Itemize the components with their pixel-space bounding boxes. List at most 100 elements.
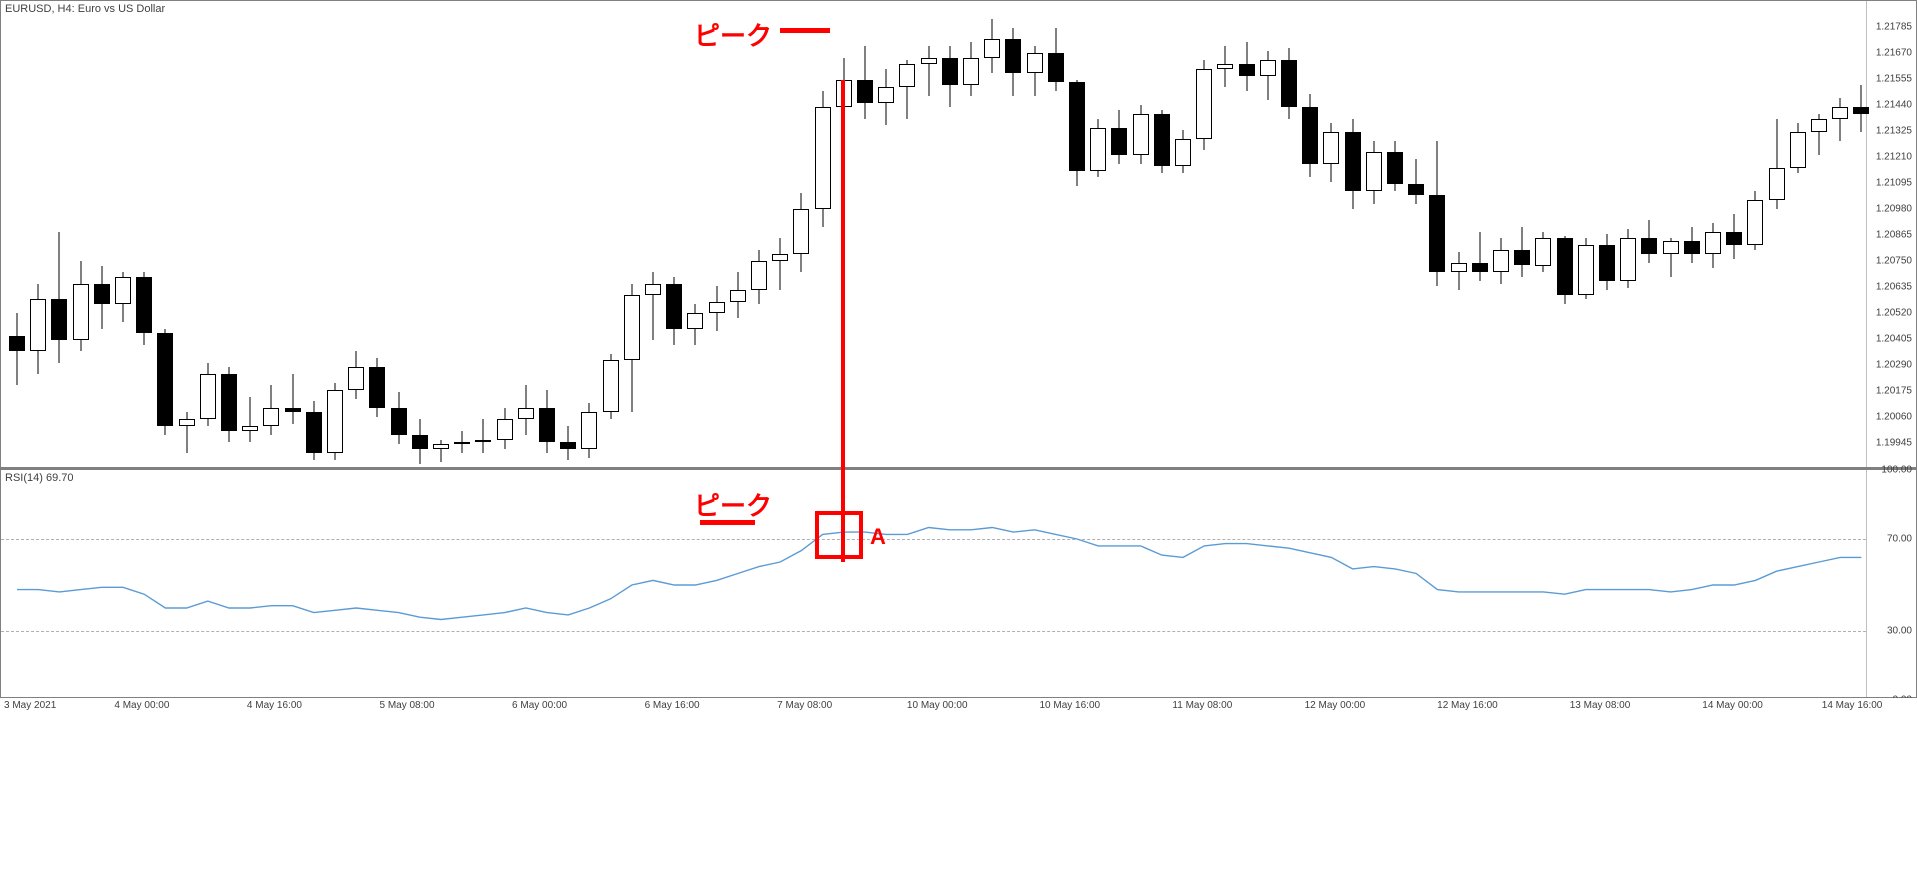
candle [1217, 46, 1233, 87]
annotation-peak-top-marker [780, 28, 830, 33]
candle [878, 69, 894, 126]
candle [306, 401, 322, 460]
time-tick: 5 May 08:00 [379, 700, 434, 711]
candle [1557, 236, 1573, 304]
candle [285, 374, 301, 424]
time-tick: 4 May 16:00 [247, 700, 302, 711]
rsi-tick: 30.00 [1887, 626, 1912, 637]
candle [1090, 119, 1106, 178]
candle [1726, 214, 1742, 259]
candle [1451, 252, 1467, 290]
candle [115, 272, 131, 322]
candle [1281, 48, 1297, 118]
candle [94, 266, 110, 329]
candle [1133, 105, 1149, 164]
candle [1048, 28, 1064, 91]
candle [1111, 110, 1127, 164]
candle [1472, 232, 1488, 282]
symbol-label: EURUSD, H4: Euro vs US Dollar [5, 3, 165, 15]
candle [497, 408, 513, 449]
price-tick: 1.21325 [1876, 126, 1912, 137]
candle [1514, 227, 1530, 277]
price-tick: 1.21440 [1876, 100, 1912, 111]
candle [751, 250, 767, 304]
candle [539, 390, 555, 453]
price-tick: 1.19945 [1876, 438, 1912, 449]
candle [687, 304, 703, 345]
time-tick: 12 May 16:00 [1437, 700, 1498, 711]
candle [984, 19, 1000, 73]
candle [1832, 98, 1848, 141]
time-tick: 10 May 16:00 [1039, 700, 1100, 711]
time-tick: 10 May 00:00 [907, 700, 968, 711]
candle [263, 385, 279, 435]
price-tick: 1.20290 [1876, 360, 1912, 371]
candle [624, 284, 640, 413]
time-tick: 12 May 00:00 [1305, 700, 1366, 711]
price-tick: 1.20060 [1876, 412, 1912, 423]
candle [709, 286, 725, 331]
candle [136, 272, 152, 344]
candle [1302, 94, 1318, 178]
rsi-tick: 100.00 [1881, 465, 1912, 476]
chart-container: EURUSD, H4: Euro vs US Dollar 1.217851.2… [0, 0, 1917, 878]
candle [1811, 114, 1827, 155]
candle [1684, 227, 1700, 263]
candle [221, 367, 237, 442]
candle [73, 261, 89, 351]
annotation-label-a: A [870, 524, 886, 550]
candle [603, 354, 619, 420]
time-tick: 13 May 08:00 [1570, 700, 1631, 711]
candle [645, 272, 661, 340]
candle [518, 385, 534, 435]
annotation-box-a [815, 511, 863, 559]
candle [1154, 110, 1170, 173]
candle [1790, 123, 1806, 173]
candle [1027, 46, 1043, 96]
price-panel[interactable]: EURUSD, H4: Euro vs US Dollar 1.217851.2… [0, 0, 1917, 468]
price-tick: 1.21670 [1876, 48, 1912, 59]
annotation-peak-top: ピーク [694, 16, 772, 53]
candle [1599, 234, 1615, 291]
candle [857, 46, 873, 118]
candle [1366, 141, 1382, 204]
candle [242, 397, 258, 442]
time-tick: 14 May 16:00 [1822, 700, 1883, 711]
candle [475, 419, 491, 453]
price-tick: 1.20405 [1876, 334, 1912, 345]
candle [9, 313, 25, 385]
price-tick: 1.21210 [1876, 152, 1912, 163]
candle [1747, 191, 1763, 250]
candle [772, 238, 788, 290]
rsi-line-svg [1, 470, 1868, 700]
candle [1853, 85, 1869, 132]
time-axis: 3 May 20214 May 00:004 May 16:005 May 08… [0, 698, 1917, 718]
time-tick: 6 May 16:00 [645, 700, 700, 711]
candle [1663, 238, 1679, 276]
time-tick: 4 May 00:00 [114, 700, 169, 711]
candle [1175, 130, 1191, 173]
rsi-panel[interactable]: RSI(14) 69.70 100.0070.0030.000.00 [0, 468, 1917, 698]
candle [1705, 223, 1721, 268]
candle [1641, 220, 1657, 263]
price-tick: 1.20520 [1876, 308, 1912, 319]
candle [1345, 119, 1361, 209]
candle [30, 284, 46, 374]
candle [200, 363, 216, 426]
candle [942, 46, 958, 107]
candle [963, 42, 979, 96]
candle [348, 351, 364, 398]
candle [1769, 119, 1785, 209]
time-tick: 7 May 08:00 [777, 700, 832, 711]
candle [1535, 232, 1551, 273]
time-tick: 11 May 08:00 [1172, 700, 1232, 711]
annotation-peak-rsi: ピーク [694, 486, 772, 523]
price-tick: 1.21095 [1876, 178, 1912, 189]
candle [1069, 80, 1085, 186]
annotation-vertical-line [841, 80, 845, 562]
candle [1260, 51, 1276, 101]
candle [433, 440, 449, 463]
rsi-tick: 70.00 [1887, 534, 1912, 545]
candle [1620, 229, 1636, 288]
candle [899, 60, 915, 119]
